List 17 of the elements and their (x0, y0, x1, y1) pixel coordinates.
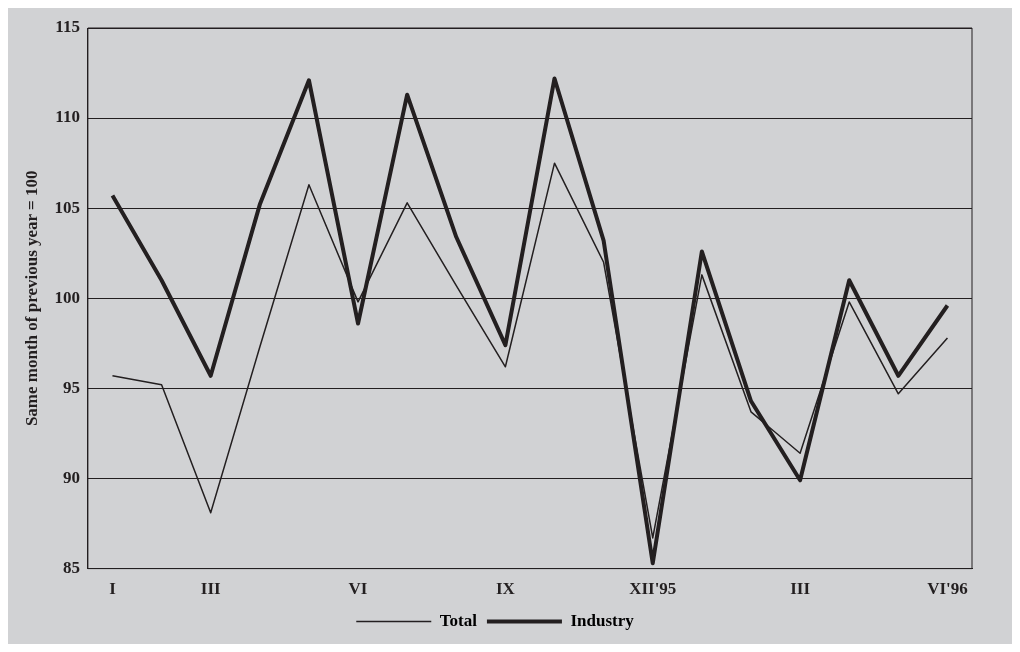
y-tick-label: 115 (55, 17, 80, 37)
y-tick-label: 100 (54, 287, 80, 307)
x-tick-label: VI (348, 579, 368, 599)
y-tick-label: 95 (62, 377, 80, 397)
y-tick-label: 110 (55, 107, 80, 127)
legend-label: Total (439, 610, 478, 630)
y-tick-label: 85 (62, 557, 80, 577)
y-axis-title: Same month of previous year = 100 (21, 170, 41, 427)
x-tick-label: I (109, 579, 117, 599)
y-tick-label: 90 (62, 467, 80, 487)
x-tick-label: III (200, 579, 221, 599)
x-tick-label: IX (495, 579, 516, 599)
y-tick-label: 105 (54, 197, 80, 217)
x-tick-label: VI'96 (927, 579, 968, 599)
legend-label: Industry (570, 610, 635, 630)
x-tick-label: III (790, 579, 811, 599)
x-tick-label: XII'95 (629, 579, 677, 599)
